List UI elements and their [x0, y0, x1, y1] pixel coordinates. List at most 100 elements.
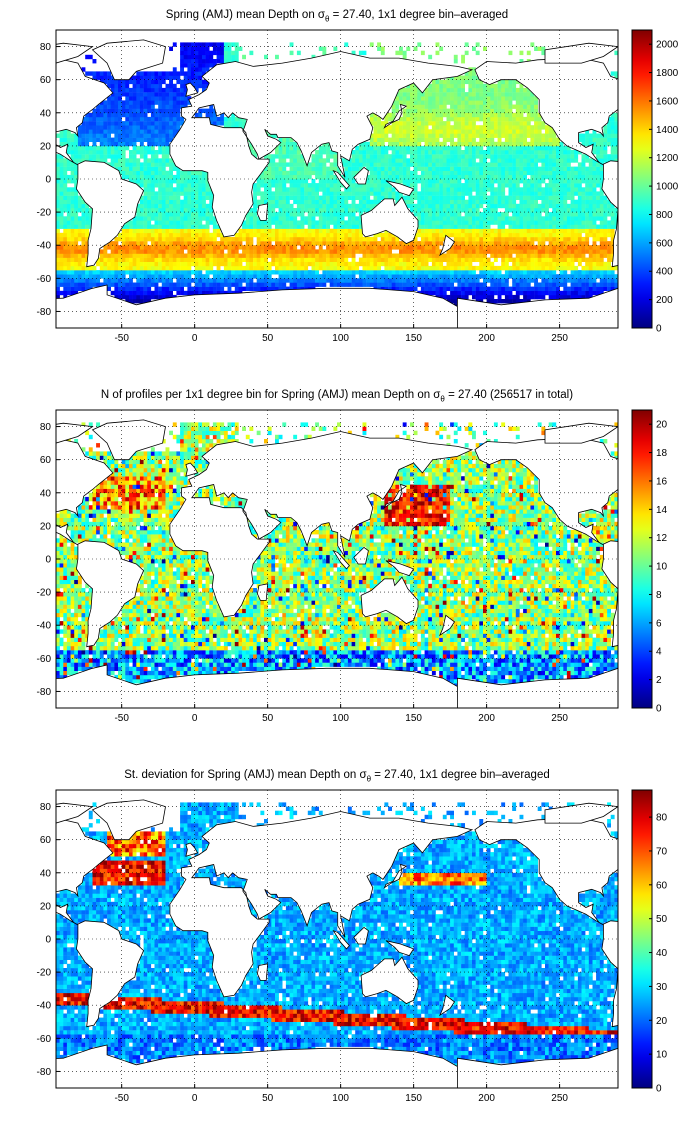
colorbar-tick-label: 4: [656, 647, 662, 658]
y-tick-label: 80: [40, 802, 52, 813]
x-tick-label: 150: [405, 333, 422, 344]
y-tick-label: -60: [37, 274, 52, 285]
y-tick-label: -40: [37, 241, 52, 252]
panel-title: St. deviation for Spring (AMJ) mean Dept…: [124, 769, 550, 784]
colorbar-tick-label: 1600: [656, 96, 679, 107]
land-arctic-islands: [544, 802, 618, 824]
land-uk: [185, 82, 199, 97]
data-field: [56, 802, 619, 1068]
colorbar-tick-label: 6: [656, 618, 662, 629]
map-figure: -50 0 50 100 150 200 250806040200-20-40-60-800…: [37, 789, 668, 1104]
colorbar-tick-label: 2: [656, 675, 662, 686]
data-field: [56, 42, 619, 308]
colorbar-tick-label: 16: [656, 476, 668, 487]
land-sumatra: [332, 929, 350, 950]
x-tick-label: 200: [478, 333, 495, 344]
x-tick-label: 0: [192, 713, 198, 724]
land-new-guinea: [385, 180, 415, 197]
y-tick-label: -80: [37, 307, 52, 318]
y-tick-label: 20: [40, 141, 52, 152]
land-new-zealand: [439, 994, 456, 1017]
colorbar-tick-label: 400: [656, 267, 673, 278]
y-tick-label: 60: [40, 455, 52, 466]
land-north-america: [474, 817, 618, 927]
x-tick-label: 200: [478, 713, 495, 724]
land-greenland: [91, 419, 166, 461]
land-arctic-islands: [544, 422, 618, 444]
y-tick-label: 40: [40, 868, 52, 879]
y-tick-label: -20: [37, 208, 52, 219]
colorbar-tick-label: 200: [656, 295, 673, 306]
land-madagascar: [256, 583, 269, 601]
x-tick-label: -50: [114, 713, 129, 724]
y-tick-label: 20: [40, 521, 52, 532]
land-australia: [360, 956, 419, 1005]
colorbar-tick-label: 0: [656, 1084, 662, 1095]
land-japan: [383, 483, 408, 509]
x-tick-label: 100: [332, 713, 349, 724]
colorbar-tick-label: 18: [656, 448, 668, 459]
land-antarctica: [56, 284, 458, 328]
land-japan: [383, 863, 408, 889]
colorbar-tick-label: 20: [656, 420, 668, 431]
colorbar-tick-label: 1400: [656, 125, 679, 136]
colorbar-tick-label: 14: [656, 505, 668, 516]
colorbar-tick-label: 50: [656, 914, 668, 925]
panel-title: Spring (AMJ) mean Depth on σθ = 27.40, 1…: [165, 9, 509, 24]
x-tick-label: 250: [551, 333, 568, 344]
land-antarctica: [457, 1047, 618, 1088]
x-tick-label: 0: [192, 1093, 198, 1104]
land-africa-eurasia: [169, 811, 474, 998]
y-tick-label: -80: [37, 687, 52, 698]
map-panel-profile-count: N of profiles per 1x1 degree bin for Spr…: [0, 380, 696, 760]
land-greenland: [617, 429, 618, 431]
map-panel-std-deviation: St. deviation for Spring (AMJ) mean Dept…: [0, 760, 696, 1140]
colorbar-tick-label: 30: [656, 982, 668, 993]
colorbar: [631, 789, 653, 1089]
y-tick-label: 40: [40, 488, 52, 499]
gridlines: [56, 790, 618, 1088]
x-tick-label: 250: [551, 713, 568, 724]
coastlines: [56, 799, 618, 1088]
land-africa-eurasia: [169, 51, 474, 238]
colorbar: [631, 409, 653, 709]
colorbar-tick-label: 1000: [656, 182, 679, 193]
land-borneo: [353, 166, 369, 185]
land-sumatra: [332, 549, 350, 570]
colorbar-tick-label: 80: [656, 813, 668, 824]
colorbar-tick-label: 2000: [656, 40, 679, 51]
colorbar: [631, 29, 653, 329]
x-tick-label: 0: [192, 333, 198, 344]
y-tick-label: 0: [45, 935, 51, 946]
colorbar-tick-label: 70: [656, 846, 668, 857]
land-north-america: [56, 437, 114, 547]
land-north-america: [56, 57, 114, 167]
y-tick-label: 60: [40, 835, 52, 846]
y-tick-label: 80: [40, 42, 52, 53]
colorbar-tick-label: 1800: [656, 68, 679, 79]
coastlines: [56, 39, 618, 328]
land-north-america: [474, 57, 618, 167]
x-tick-label: 150: [405, 713, 422, 724]
y-tick-label: -60: [37, 1034, 52, 1045]
colorbar-tick-label: 0: [656, 704, 662, 715]
land-arctic-islands: [544, 42, 618, 64]
land-new-guinea: [385, 560, 415, 577]
land-japan: [383, 103, 408, 129]
land-north-america: [474, 437, 618, 547]
map-panel-depth: Spring (AMJ) mean Depth on σθ = 27.40, 1…: [0, 0, 696, 380]
colorbar-tick-label: 8: [656, 590, 662, 601]
land-antarctica: [457, 667, 618, 708]
land-australia: [360, 576, 419, 625]
land-greenland: [617, 49, 618, 51]
x-tick-label: 100: [332, 333, 349, 344]
land-antarctica: [457, 287, 618, 328]
x-tick-label: 200: [478, 1093, 495, 1104]
colorbar-tick-label: 40: [656, 948, 668, 959]
colorbar-tick-label: 0: [656, 324, 662, 335]
colorbar-tick-label: 600: [656, 238, 673, 249]
land-australia: [360, 196, 419, 245]
x-tick-label: 250: [551, 1093, 568, 1104]
land-new-guinea: [385, 940, 415, 957]
y-tick-label: -40: [37, 1001, 52, 1012]
